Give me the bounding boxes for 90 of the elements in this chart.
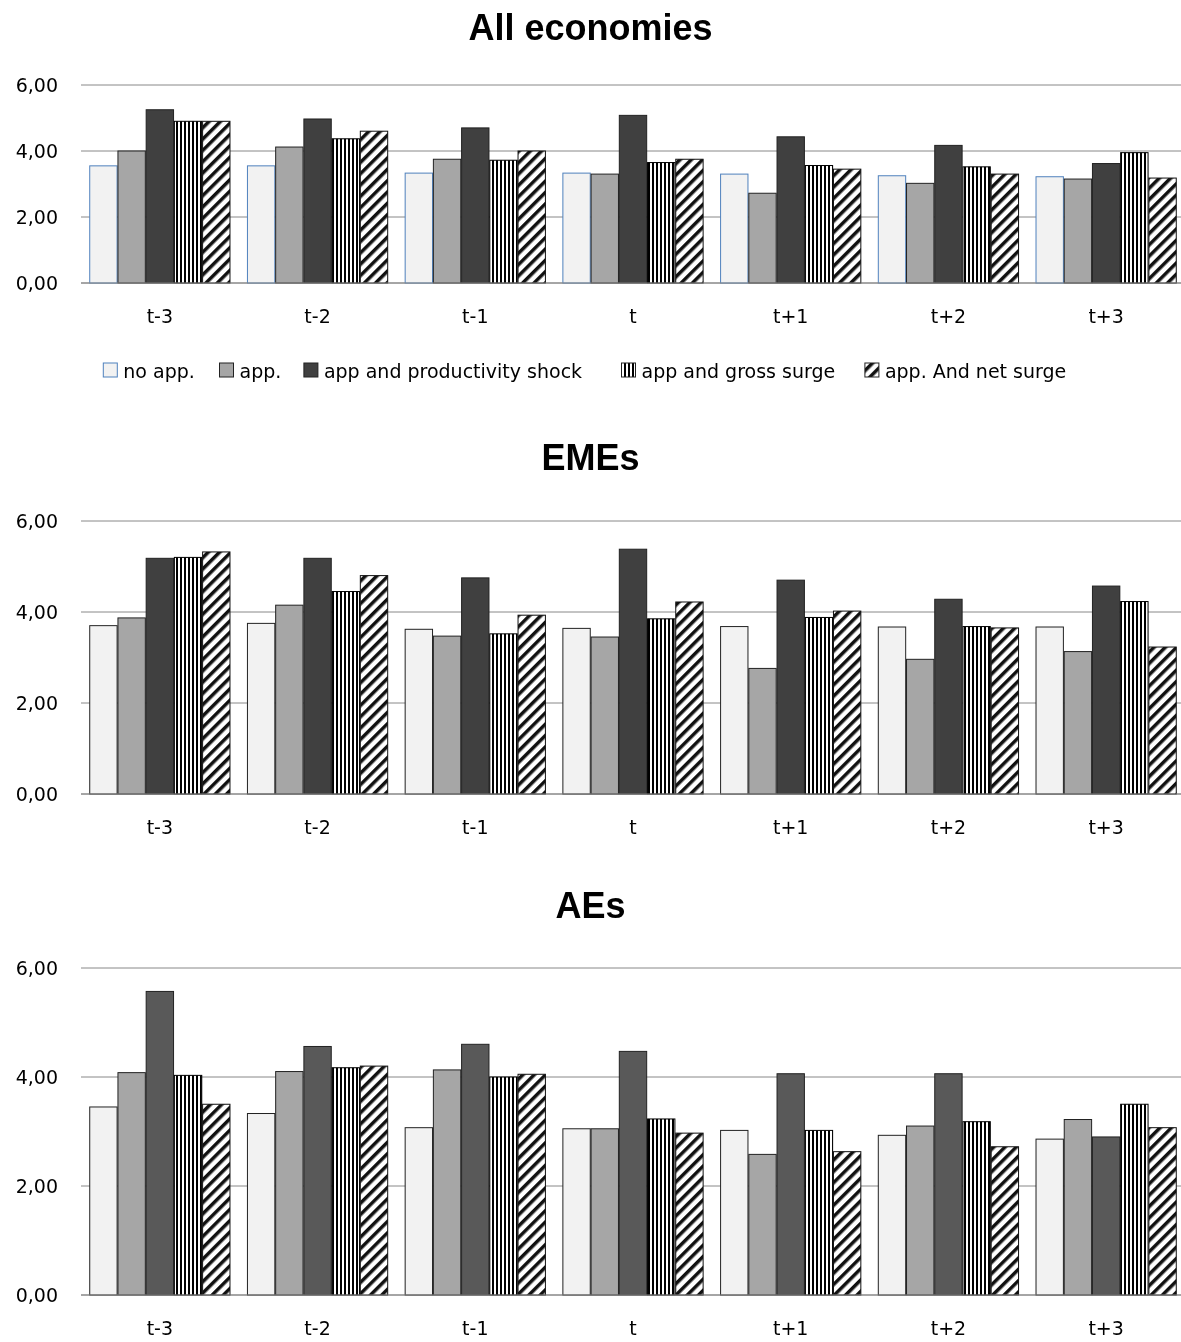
legend-label: app and gross surge [641, 359, 836, 382]
bar [517, 150, 546, 284]
bar [202, 120, 231, 284]
bar [359, 575, 389, 795]
bar [962, 166, 991, 284]
bar [173, 556, 203, 795]
x-tick-label: t+2 [930, 305, 967, 327]
x-tick-label: t+1 [772, 816, 809, 838]
chart-title: EMEs [541, 437, 640, 478]
x-tick-label: t+2 [930, 1317, 967, 1339]
bar [832, 1151, 862, 1296]
bar [647, 618, 676, 795]
x-tick-label: t [629, 1317, 637, 1339]
x-tick-label: t-2 [304, 816, 331, 838]
bar [517, 1073, 546, 1296]
bar [1120, 1103, 1149, 1296]
bar [489, 159, 518, 284]
bar [720, 173, 749, 284]
bar [990, 627, 1020, 795]
y-tick-label: 0,00 [15, 271, 58, 294]
bar [990, 1146, 1020, 1296]
bar [1120, 601, 1149, 795]
x-tick-label: t-1 [462, 816, 489, 838]
x-tick-label: t+3 [1088, 816, 1124, 838]
y-tick-label: 6,00 [15, 73, 58, 96]
bar [359, 1065, 389, 1296]
x-tick-label: t-3 [146, 816, 174, 838]
x-tick-label: t-1 [462, 1317, 489, 1339]
x-tick-label: t-2 [304, 305, 331, 327]
y-tick-label: 2,00 [15, 1174, 58, 1197]
bar [804, 616, 834, 795]
bar [804, 165, 834, 284]
chart-title: All economies [468, 7, 713, 48]
bar [331, 1067, 360, 1296]
chart-title: AEs [555, 885, 626, 926]
bar [202, 1103, 231, 1296]
x-tick-label: t [629, 816, 637, 838]
x-tick-label: t-3 [146, 1317, 174, 1339]
legend-label: no app. [123, 359, 195, 382]
x-tick-label: t-2 [304, 1317, 331, 1339]
bar [489, 633, 518, 795]
bar [331, 591, 360, 795]
bar [1035, 176, 1064, 284]
x-tick-label: t+1 [772, 1317, 809, 1339]
bar [517, 614, 546, 795]
bar [404, 172, 434, 284]
bar [962, 626, 991, 795]
bar [647, 162, 676, 284]
y-tick-label: 6,00 [15, 509, 58, 532]
bar [675, 601, 704, 795]
bar [990, 173, 1020, 284]
bar [832, 610, 862, 795]
bar [1148, 646, 1177, 795]
y-tick-label: 4,00 [15, 600, 58, 623]
legend-label: app. [239, 359, 282, 382]
bar [89, 165, 118, 284]
x-tick-label: t+1 [772, 305, 809, 327]
bar [173, 120, 203, 284]
bar [675, 1132, 704, 1296]
bar [562, 172, 591, 284]
y-tick-label: 6,00 [15, 956, 58, 979]
bar [202, 551, 231, 795]
legend-label: app. And net surge [884, 359, 1067, 382]
bar [1148, 1127, 1177, 1296]
y-tick-label: 4,00 [15, 139, 58, 162]
x-tick-label: t+3 [1088, 305, 1124, 327]
x-tick-label: t+3 [1088, 1317, 1124, 1339]
bar [962, 1121, 991, 1296]
bar [832, 168, 862, 284]
y-tick-label: 0,00 [15, 1283, 58, 1306]
x-tick-label: t-1 [462, 305, 489, 327]
y-tick-label: 4,00 [15, 1065, 58, 1088]
bar [331, 138, 360, 284]
legend-label: app and productivity shock [323, 359, 583, 382]
bar [877, 175, 907, 284]
bar [1148, 177, 1177, 284]
bar [804, 1129, 834, 1296]
x-tick-label: t [629, 305, 637, 327]
bar [675, 158, 704, 284]
x-tick-label: t+2 [930, 816, 967, 838]
bar [489, 1076, 518, 1296]
bar [1120, 152, 1149, 284]
x-tick-label: t-3 [146, 305, 174, 327]
y-tick-label: 0,00 [15, 782, 58, 805]
y-tick-label: 2,00 [15, 691, 58, 714]
bar [246, 165, 276, 284]
y-tick-label: 2,00 [15, 205, 58, 228]
bar [173, 1074, 203, 1296]
bar [359, 130, 389, 284]
bar [647, 1118, 676, 1296]
